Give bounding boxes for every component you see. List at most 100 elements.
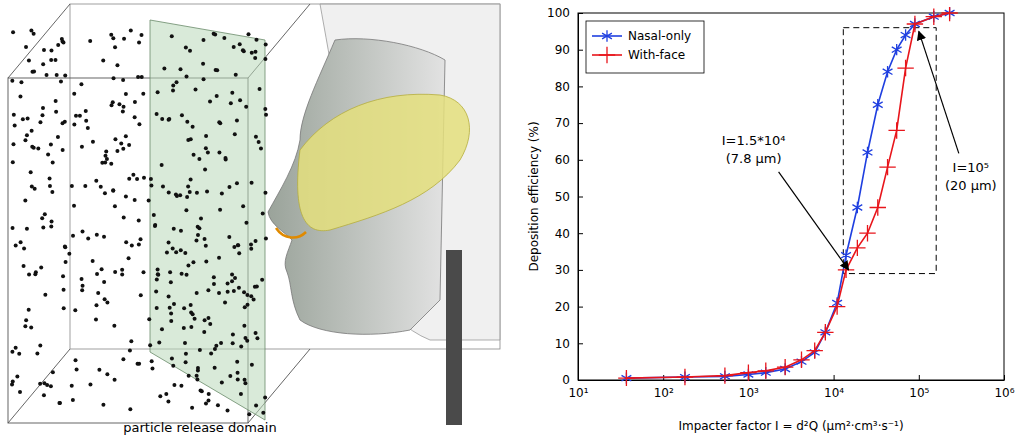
particle xyxy=(23,324,27,328)
particle xyxy=(113,45,117,49)
particle xyxy=(41,62,45,66)
particle xyxy=(38,382,42,386)
y-tick-label: 70 xyxy=(555,116,570,130)
particle xyxy=(227,185,231,189)
particle xyxy=(261,411,265,415)
particle xyxy=(153,224,157,228)
particle xyxy=(27,308,31,312)
particle xyxy=(91,140,95,144)
particle xyxy=(171,88,175,92)
particle xyxy=(184,46,188,50)
particle xyxy=(101,58,105,62)
particle xyxy=(160,327,164,331)
particle xyxy=(255,284,259,288)
particle xyxy=(127,143,131,147)
particle xyxy=(11,380,15,384)
series-marker xyxy=(897,60,913,76)
y-tick-label: 100 xyxy=(547,6,570,20)
particle xyxy=(250,363,254,367)
particle xyxy=(187,374,191,378)
particle xyxy=(30,129,34,133)
particle xyxy=(252,297,256,301)
particle xyxy=(103,191,107,195)
series-marker xyxy=(740,364,756,380)
particle xyxy=(206,316,210,320)
particle xyxy=(250,51,254,55)
y-tick: 60 xyxy=(555,153,583,167)
particle xyxy=(49,224,53,228)
particle xyxy=(183,251,187,255)
x-axis-title: Impacter factor I = d²Q (μm²·cm³·s⁻¹) xyxy=(678,419,903,433)
particle xyxy=(241,48,245,52)
particle xyxy=(61,274,65,278)
particle xyxy=(174,193,178,197)
particle xyxy=(179,248,183,252)
annotation-arrow xyxy=(779,172,849,270)
particle xyxy=(60,37,64,41)
y-tick-label: 50 xyxy=(555,190,570,204)
particle xyxy=(40,216,44,220)
particle xyxy=(233,276,237,280)
y-tick-label: 0 xyxy=(562,373,570,387)
particle xyxy=(217,150,221,154)
particle xyxy=(80,145,84,149)
particle xyxy=(17,352,21,356)
particle xyxy=(183,341,187,345)
particle xyxy=(129,339,133,343)
particle xyxy=(100,267,104,271)
x-axis-line xyxy=(579,380,1005,381)
particle xyxy=(79,82,83,86)
y-tick: 70 xyxy=(555,116,583,130)
particle xyxy=(228,374,232,378)
particle xyxy=(233,132,237,136)
particle xyxy=(169,319,173,323)
particle xyxy=(50,220,54,224)
particle xyxy=(155,277,159,281)
particle xyxy=(264,113,268,117)
diagram: particle release domain xyxy=(8,4,500,435)
particle xyxy=(74,358,78,362)
particle xyxy=(121,109,125,113)
chart: 10¹10²10³10⁴10⁵10⁶0102030405060708090100… xyxy=(527,5,1015,433)
series-marker xyxy=(852,202,862,213)
y-axis: 0102030405060708090100 xyxy=(547,6,583,387)
particle xyxy=(124,240,128,244)
x-tick-label: 10³ xyxy=(739,386,759,400)
legend-marker xyxy=(602,30,612,41)
particle xyxy=(246,303,250,307)
particle xyxy=(249,243,253,247)
particle xyxy=(207,392,211,396)
particle xyxy=(24,318,28,322)
particle xyxy=(51,160,55,164)
particle xyxy=(236,243,240,247)
series-marker xyxy=(870,199,886,215)
particle xyxy=(230,279,234,283)
particle xyxy=(115,149,119,153)
particle xyxy=(155,112,159,116)
particle xyxy=(216,403,220,407)
particle xyxy=(212,275,216,279)
particle xyxy=(238,42,242,46)
particle xyxy=(130,243,134,247)
y-tick-label: 10 xyxy=(555,337,570,351)
y-tick-mark xyxy=(578,380,583,381)
particle xyxy=(160,117,164,121)
particle xyxy=(209,352,213,356)
particle xyxy=(128,348,132,352)
particle xyxy=(80,277,84,281)
series-marker xyxy=(717,367,733,383)
particle xyxy=(158,394,162,398)
particle xyxy=(62,306,66,310)
particle xyxy=(231,341,235,345)
particle xyxy=(255,38,259,42)
particle xyxy=(245,293,249,297)
particle xyxy=(127,256,131,260)
particle xyxy=(232,289,236,293)
particle xyxy=(217,256,221,260)
particle xyxy=(112,76,116,80)
particle xyxy=(198,348,202,352)
particle xyxy=(25,133,29,137)
particle xyxy=(237,251,241,255)
particle xyxy=(142,176,146,180)
particle xyxy=(129,28,133,32)
